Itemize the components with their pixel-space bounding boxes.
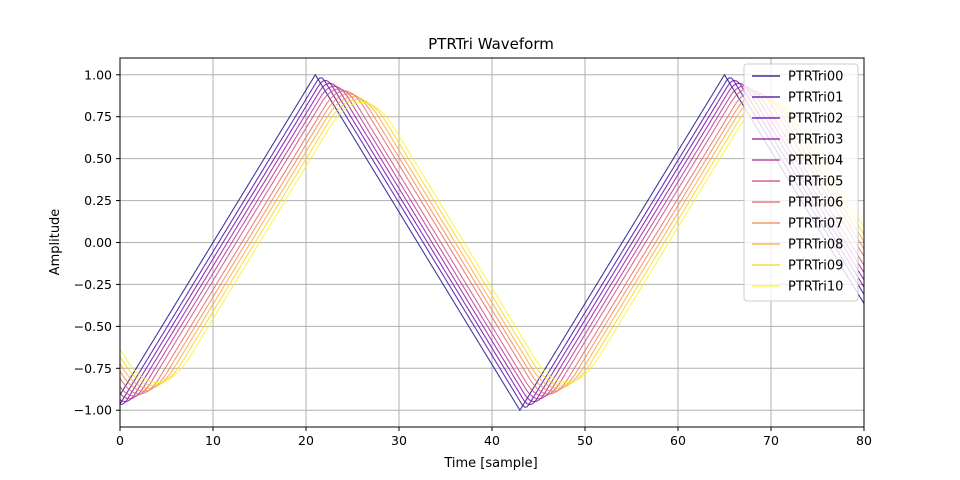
legend-label: PTRTri04 bbox=[788, 154, 843, 169]
series-line-ptrtri10 bbox=[120, 101, 864, 384]
legend-label: PTRTri07 bbox=[788, 217, 843, 232]
legend-label: PTRTri06 bbox=[788, 196, 843, 211]
series-line-ptrtri03 bbox=[120, 82, 864, 403]
legend-label: PTRTri09 bbox=[788, 259, 843, 274]
y-tick-label: −0.50 bbox=[74, 319, 112, 334]
x-tick-label: 70 bbox=[763, 433, 779, 448]
x-tick-label: 30 bbox=[391, 433, 407, 448]
y-tick-label: 0.75 bbox=[84, 109, 112, 124]
y-tick-label: 0.50 bbox=[84, 151, 112, 166]
series-lines bbox=[120, 73, 864, 412]
x-tick-label: 50 bbox=[577, 433, 593, 448]
x-tick-label: 40 bbox=[484, 433, 500, 448]
y-tick-label: −0.25 bbox=[74, 277, 112, 292]
y-tick-label: −1.00 bbox=[74, 403, 112, 418]
y-tick-label: 0.25 bbox=[84, 193, 112, 208]
y-tick-label: 0.00 bbox=[84, 235, 112, 250]
legend-label: PTRTri01 bbox=[788, 91, 843, 106]
ticks: 0 10 20 30 40 50 60 70 80 −1.00 −0.75 −0.50 −0.25 0.0… bbox=[74, 67, 872, 448]
series-line-ptrtri08 bbox=[120, 96, 864, 389]
legend: PTRTri00 PTRTri01 PTRTri02 PTRTri03 PTRTri04… bbox=[743, 63, 859, 302]
legend-label: PTRTri00 bbox=[788, 70, 843, 85]
series-line-ptrtri02 bbox=[120, 79, 864, 406]
series-line-ptrtri04 bbox=[120, 85, 864, 400]
chart-title: PTRTri Waveform bbox=[428, 35, 554, 53]
y-tick-label: −0.75 bbox=[74, 361, 112, 376]
legend-label: PTRTri02 bbox=[788, 112, 843, 127]
legend-label: PTRTri08 bbox=[788, 238, 843, 253]
x-tick-label: 10 bbox=[205, 433, 221, 448]
legend-label: PTRTri03 bbox=[788, 133, 843, 148]
x-tick-label: 80 bbox=[856, 433, 872, 448]
x-tick-label: 20 bbox=[298, 433, 314, 448]
legend-label: PTRTri05 bbox=[788, 175, 843, 190]
grid-lines bbox=[119, 58, 865, 427]
x-tick-label: 0 bbox=[116, 433, 124, 448]
y-axis-title: Amplitude bbox=[48, 209, 63, 276]
series-line-ptrtri09 bbox=[120, 98, 864, 387]
legend-box bbox=[743, 63, 859, 302]
series-line-ptrtri00 bbox=[120, 73, 864, 412]
series-line-ptrtri07 bbox=[120, 93, 864, 392]
series-line-ptrtri01 bbox=[120, 77, 864, 408]
x-axis-title: Time [sample] bbox=[443, 456, 537, 471]
legend-label: PTRTri10 bbox=[788, 280, 843, 295]
y-tick-label: 1.00 bbox=[84, 67, 112, 82]
series-line-ptrtri05 bbox=[120, 88, 864, 397]
x-tick-label: 60 bbox=[670, 433, 686, 448]
series-line-ptrtri06 bbox=[120, 90, 864, 395]
